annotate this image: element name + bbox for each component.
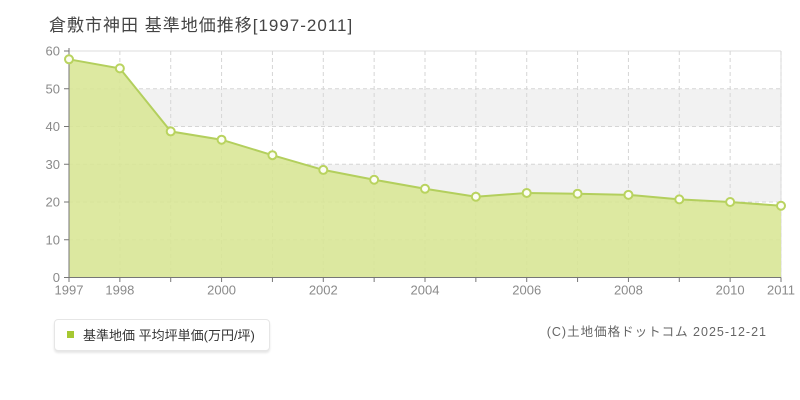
y-tick-label: 20 — [46, 195, 60, 210]
y-tick-label: 30 — [46, 157, 60, 172]
data-point — [318, 164, 329, 175]
data-point — [216, 134, 227, 145]
legend-marker-icon — [67, 331, 74, 338]
legend-label: 基準地価 平均坪単価(万円/坪) — [83, 328, 255, 343]
data-point — [369, 174, 380, 185]
legend: 基準地価 平均坪単価(万円/坪) — [54, 319, 270, 351]
data-point — [114, 63, 125, 74]
data-point — [420, 183, 430, 194]
series-area — [69, 59, 781, 278]
x-tick-label: 1997 — [55, 283, 84, 298]
x-tick-label: 2002 — [309, 283, 338, 298]
chart-canvas: 0 10 20 30 40 50 60 1997 1998 2000 2002 2004 2006 200… — [46, 44, 795, 298]
data-point — [776, 200, 786, 211]
data-point — [470, 191, 481, 202]
data-point — [521, 187, 532, 198]
y-tick-label: 60 — [46, 44, 60, 59]
data-point — [572, 188, 583, 199]
data-point — [674, 194, 685, 205]
y-tick-label: 50 — [46, 81, 60, 96]
data-point — [623, 189, 634, 200]
plot-band — [69, 51, 781, 89]
y-tick-label: 40 — [46, 119, 60, 134]
x-tick-label: 2011 — [767, 283, 795, 298]
y-tick-label: 10 — [46, 232, 60, 247]
data-point — [267, 150, 278, 161]
data-point — [64, 54, 74, 65]
x-tick-label: 2004 — [411, 283, 440, 298]
data-point — [165, 126, 176, 137]
x-tick-label: 2006 — [512, 283, 541, 298]
y-tick-label: 0 — [53, 270, 60, 285]
x-tick-label: 2000 — [207, 283, 236, 298]
x-tick-label: 2010 — [716, 283, 745, 298]
data-point — [725, 197, 736, 207]
x-tick-label: 1998 — [105, 283, 134, 298]
x-tick-label: 2008 — [614, 283, 643, 298]
copyright-text: (C)土地価格ドットコム 2025-12-21 — [546, 325, 767, 339]
